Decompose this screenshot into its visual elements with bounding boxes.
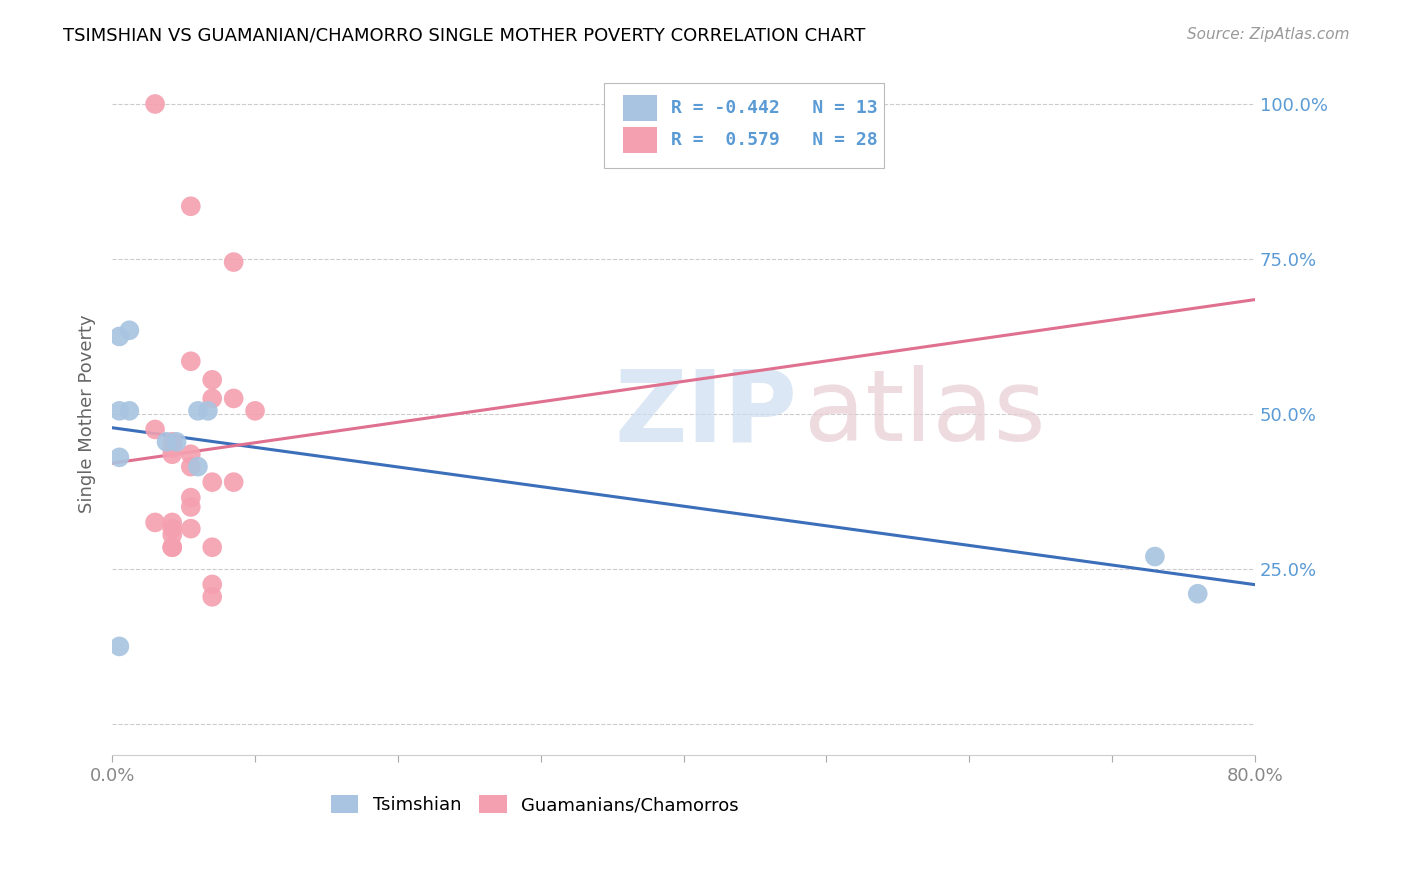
Point bbox=[118, 323, 141, 337]
Point bbox=[160, 522, 183, 536]
Text: Source: ZipAtlas.com: Source: ZipAtlas.com bbox=[1187, 27, 1350, 42]
Text: TSIMSHIAN VS GUAMANIAN/CHAMORRO SINGLE MOTHER POVERTY CORRELATION CHART: TSIMSHIAN VS GUAMANIAN/CHAMORRO SINGLE M… bbox=[63, 27, 866, 45]
Point bbox=[160, 540, 183, 554]
Text: R =  0.579   N = 28: R = 0.579 N = 28 bbox=[671, 131, 877, 149]
Point bbox=[160, 441, 183, 455]
Point bbox=[180, 522, 202, 536]
Point bbox=[222, 475, 245, 490]
Point bbox=[222, 392, 245, 406]
Point bbox=[180, 491, 202, 505]
Point bbox=[1187, 587, 1209, 601]
Point bbox=[180, 459, 202, 474]
Point bbox=[201, 373, 224, 387]
Point bbox=[108, 404, 131, 418]
Point bbox=[201, 577, 224, 591]
Point bbox=[201, 392, 224, 406]
Point bbox=[143, 97, 166, 112]
Point bbox=[160, 516, 183, 530]
Point bbox=[155, 434, 177, 449]
Point bbox=[201, 475, 224, 490]
Point bbox=[243, 404, 266, 418]
Point bbox=[1143, 549, 1166, 564]
Point bbox=[160, 540, 183, 554]
Point bbox=[143, 422, 166, 436]
Point bbox=[143, 516, 166, 530]
Point bbox=[160, 528, 183, 542]
Point bbox=[108, 450, 131, 465]
Point bbox=[187, 459, 209, 474]
Point bbox=[180, 447, 202, 461]
Text: ZIP: ZIP bbox=[614, 366, 797, 462]
Point bbox=[108, 329, 131, 343]
FancyBboxPatch shape bbox=[623, 127, 657, 153]
Point bbox=[180, 500, 202, 514]
Legend: Tsimshian, Guamanians/Chamorros: Tsimshian, Guamanians/Chamorros bbox=[332, 795, 738, 814]
Point bbox=[180, 199, 202, 213]
Point bbox=[187, 404, 209, 418]
Text: R = -0.442   N = 13: R = -0.442 N = 13 bbox=[671, 99, 877, 117]
Point bbox=[160, 434, 183, 449]
Point bbox=[222, 255, 245, 269]
Point bbox=[166, 434, 188, 449]
Point bbox=[180, 354, 202, 368]
Point bbox=[108, 640, 131, 654]
Point bbox=[118, 404, 141, 418]
FancyBboxPatch shape bbox=[623, 95, 657, 120]
Text: atlas: atlas bbox=[804, 366, 1045, 462]
FancyBboxPatch shape bbox=[603, 83, 883, 169]
Point bbox=[201, 590, 224, 604]
Point bbox=[197, 404, 219, 418]
Point bbox=[201, 540, 224, 554]
Point bbox=[160, 447, 183, 461]
Y-axis label: Single Mother Poverty: Single Mother Poverty bbox=[79, 315, 96, 513]
